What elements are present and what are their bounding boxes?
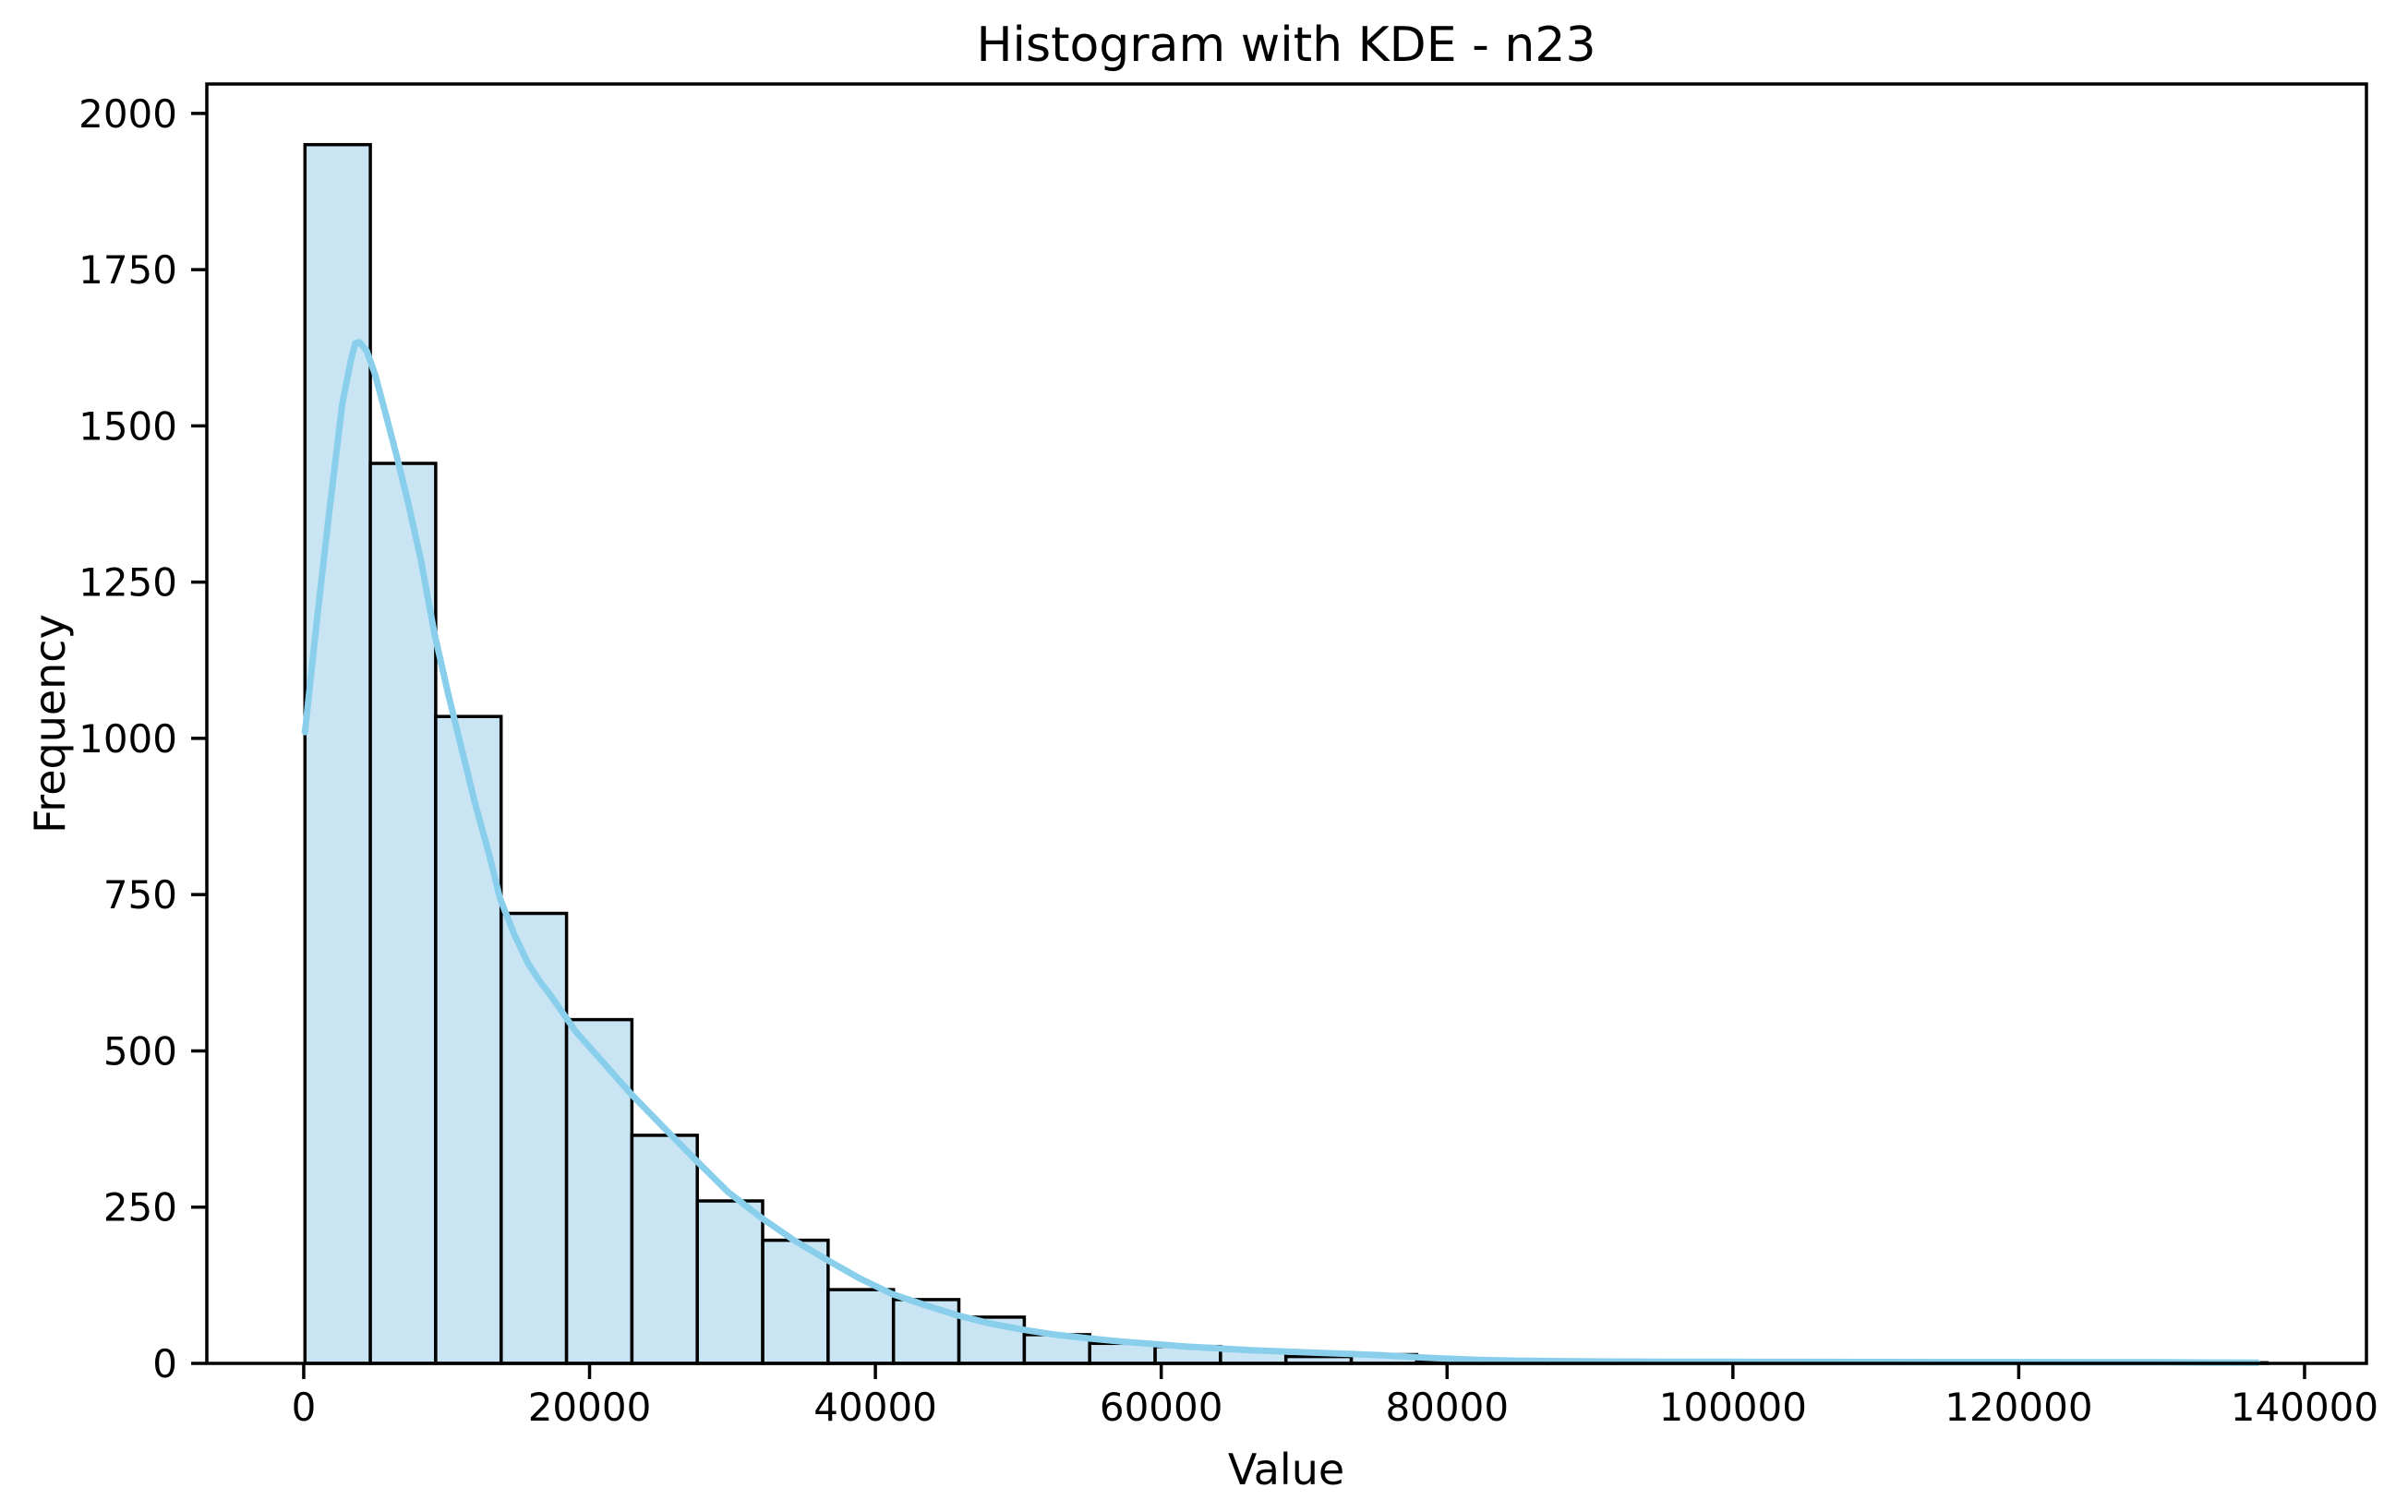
histogram-bar	[368, 462, 438, 1365]
x-tick-label: 40000	[813, 1385, 937, 1430]
x-tick-label: 140000	[2231, 1385, 2378, 1430]
y-tick-label: 1750	[78, 247, 177, 293]
y-tick-label: 0	[152, 1341, 177, 1386]
y-axis-ticks: 0 250 500 750 1000 1250 1500 1750 2000	[78, 91, 207, 1386]
kde-curve-group	[301, 339, 2261, 1366]
x-axis-label: Value	[1228, 1445, 1344, 1494]
histogram-bar	[761, 1238, 830, 1365]
histogram-bar	[500, 911, 569, 1365]
x-tick-label: 80000	[1385, 1385, 1509, 1430]
histogram-bar	[695, 1199, 765, 1365]
y-tick-label: 1500	[78, 403, 177, 449]
x-tick-label: 120000	[1944, 1385, 2092, 1430]
y-tick-label: 2000	[78, 91, 177, 137]
y-tick-label: 750	[103, 872, 177, 918]
x-tick-label: 60000	[1100, 1385, 1223, 1430]
x-tick-label: 20000	[528, 1385, 652, 1430]
x-axis-ticks: 0 20000 40000 60000 80000 100000 120000 140000	[292, 1363, 2378, 1430]
y-tick-label: 1250	[78, 560, 177, 606]
histogram-bar	[303, 142, 372, 1365]
y-tick-label: 500	[103, 1028, 177, 1074]
histogram-bar	[434, 714, 503, 1365]
plot-frame	[205, 82, 2368, 1365]
histogram-bar	[630, 1134, 699, 1365]
y-tick-label: 250	[103, 1185, 177, 1230]
histogram-bars	[303, 142, 2269, 1365]
x-tick-label: 0	[292, 1385, 317, 1430]
y-axis-label: Frequency	[25, 614, 75, 834]
kde-curve	[301, 339, 2261, 1366]
histogram-bar	[891, 1298, 961, 1365]
y-tick-label: 1000	[78, 716, 177, 762]
histogram-bar	[826, 1288, 896, 1365]
chart-title: Histogram with KDE - n23	[976, 18, 1595, 73]
histogram-bar	[564, 1017, 634, 1365]
x-tick-label: 100000	[1659, 1385, 1807, 1430]
